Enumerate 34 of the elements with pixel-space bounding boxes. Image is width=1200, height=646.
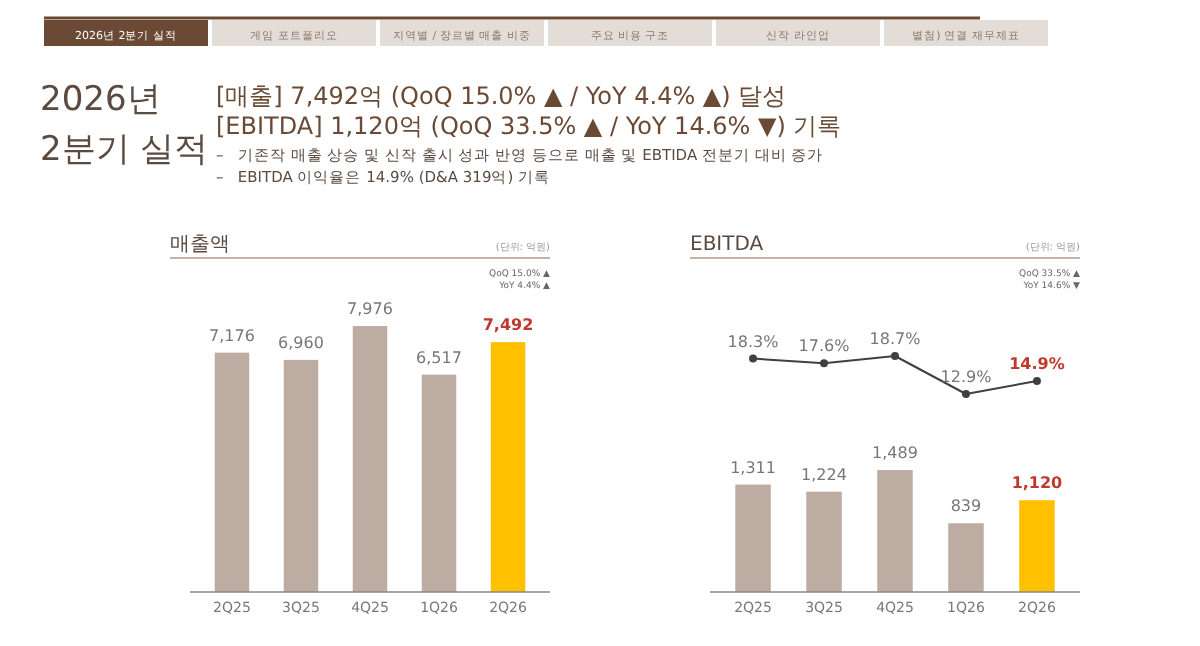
bar xyxy=(283,359,319,592)
bar xyxy=(735,484,771,592)
bar xyxy=(877,470,913,592)
point xyxy=(891,352,899,360)
data-label: 17.6% xyxy=(798,337,851,356)
text: [EBITDA] 1,120억 (QoQ 33.5% ▲ / YoY 14.6% ▼) 기록 xyxy=(216,112,842,140)
point xyxy=(820,359,829,368)
data-label: 839 xyxy=(950,497,982,516)
data-label: 18.7% xyxy=(869,330,922,348)
bar xyxy=(806,491,842,592)
bar xyxy=(214,352,250,592)
data-label: 12.9% xyxy=(940,368,993,386)
bar xyxy=(421,374,457,592)
data-label: 7,176 xyxy=(209,326,255,345)
point xyxy=(749,354,758,363)
bar xyxy=(490,342,526,592)
data-label: 7,492 xyxy=(482,316,534,335)
chart-title: 매출액 xyxy=(170,234,230,256)
point xyxy=(961,390,970,398)
bar xyxy=(352,326,388,592)
data-label: 1,489 xyxy=(872,444,918,462)
data-label: 18.3% xyxy=(727,332,780,351)
data-label: 14.9% xyxy=(1009,354,1065,373)
data-label: 1,120 xyxy=(1011,474,1064,493)
data-label: 6,517 xyxy=(416,348,462,367)
bar xyxy=(1019,500,1055,592)
data-label: 1,311 xyxy=(730,458,776,477)
chart-title: EBITDA xyxy=(690,234,764,256)
text: 2026년 2분기 실적 xyxy=(40,80,209,170)
text: [매출] 7,492억 (QoQ 15.0% ▲ / YoY 4.4% ▲) 달성 xyxy=(216,82,787,110)
data-label: 6,960 xyxy=(278,333,324,352)
data-label: 1,224 xyxy=(801,465,847,484)
data-label: 7,976 xyxy=(347,300,393,318)
bar xyxy=(948,523,984,592)
